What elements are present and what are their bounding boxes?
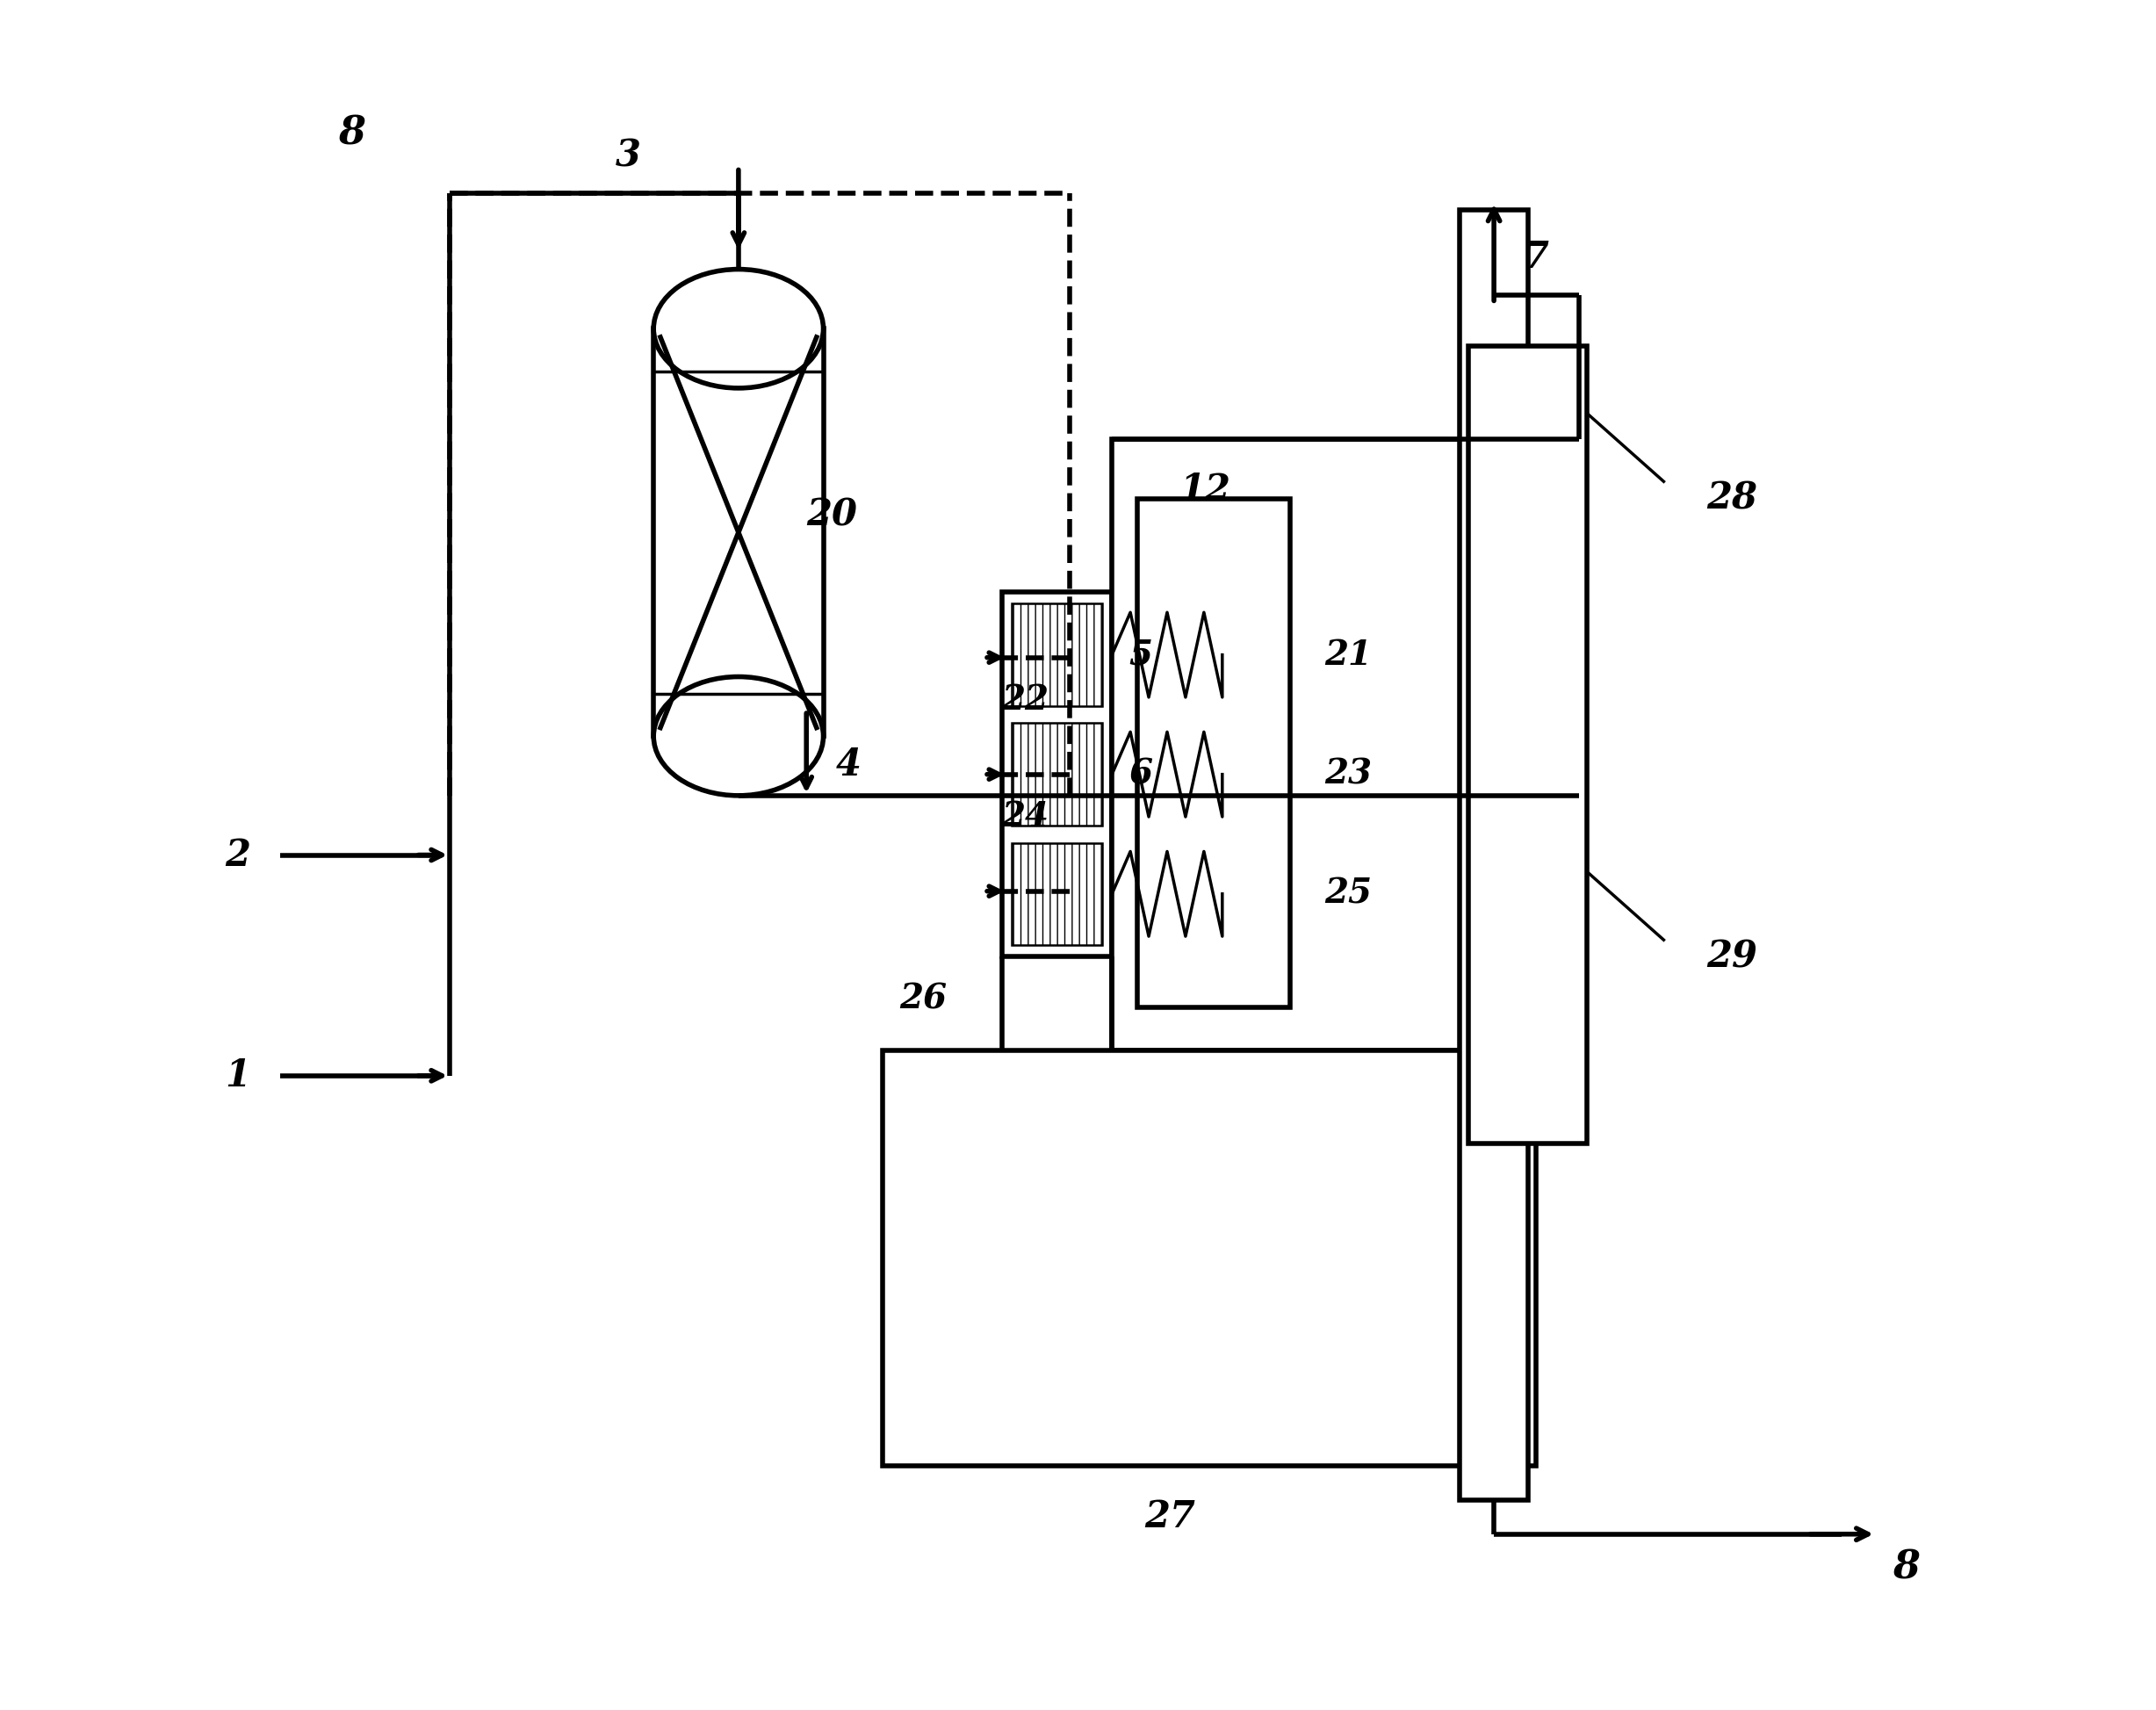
Text: 1: 1 (224, 1057, 250, 1094)
Bar (1011, 843, 1102, 946)
Bar (1138, 498, 1289, 1007)
Text: 28: 28 (1705, 481, 1757, 516)
Text: 4: 4 (837, 747, 862, 783)
Bar (1011, 723, 1102, 826)
Text: 21: 21 (1324, 638, 1371, 672)
Text: 8: 8 (338, 115, 364, 152)
Text: 3: 3 (614, 137, 640, 174)
Bar (1460, 210, 1529, 1500)
Ellipse shape (653, 268, 824, 388)
Bar (1003, 592, 1112, 958)
Text: 25: 25 (1324, 877, 1371, 910)
Text: 24: 24 (1003, 800, 1050, 833)
Bar (882, 1050, 1537, 1465)
Text: 8: 8 (1893, 1549, 1921, 1587)
Bar (1468, 345, 1587, 1144)
Text: 6: 6 (1130, 758, 1153, 792)
Bar (653, 328, 824, 735)
Text: 20: 20 (806, 498, 858, 534)
Text: 27: 27 (1145, 1498, 1194, 1536)
Bar (1112, 439, 1578, 1050)
Text: 2: 2 (224, 836, 250, 874)
Text: 12: 12 (1179, 472, 1231, 508)
Text: 5: 5 (1130, 638, 1153, 672)
Bar (1011, 604, 1102, 706)
Text: 29: 29 (1705, 939, 1757, 975)
Text: 7: 7 (1524, 239, 1550, 275)
Text: 22: 22 (1003, 684, 1050, 716)
Text: 23: 23 (1324, 758, 1371, 792)
Ellipse shape (653, 677, 824, 795)
Text: 26: 26 (899, 983, 946, 1016)
